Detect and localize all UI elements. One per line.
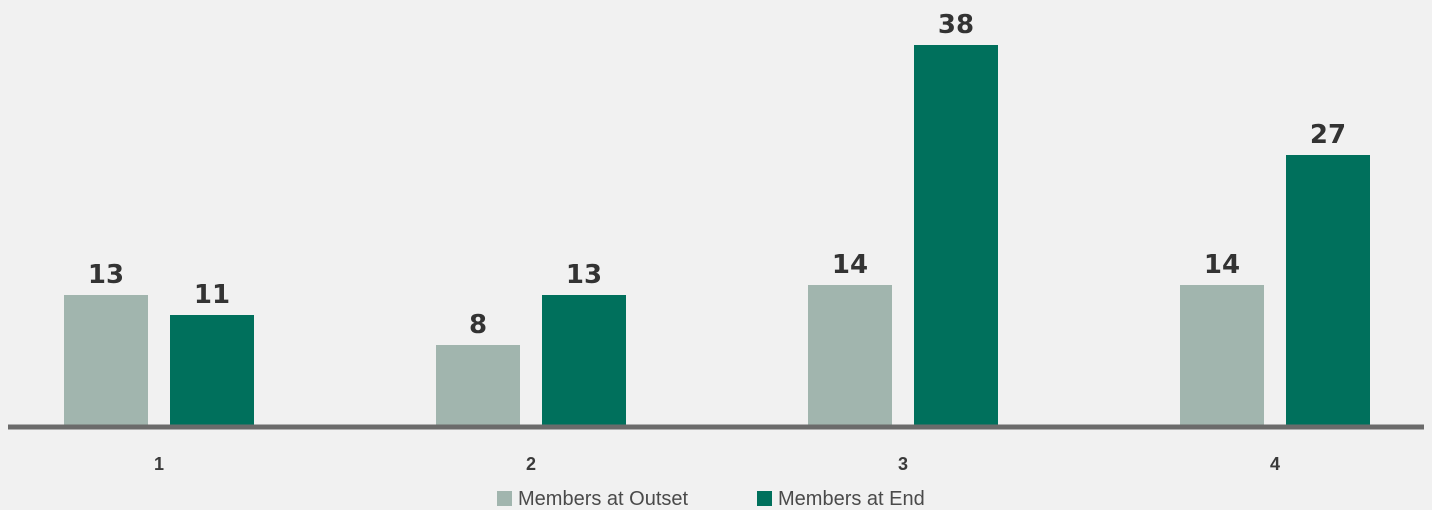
bars-group bbox=[64, 45, 1370, 425]
bar-outset-2 bbox=[436, 345, 520, 425]
value-label-end-3: 38 bbox=[938, 10, 974, 40]
bar-outset-4 bbox=[1180, 285, 1264, 425]
value-label-end-4: 27 bbox=[1310, 120, 1346, 150]
value-label-outset-2: 8 bbox=[469, 310, 487, 340]
legend-swatch-end bbox=[757, 491, 772, 506]
bar-end-4 bbox=[1286, 155, 1370, 425]
bar-end-2 bbox=[542, 295, 626, 425]
x-tick-label-1: 1 bbox=[154, 454, 164, 474]
value-label-end-2: 13 bbox=[566, 260, 602, 290]
legend-label-outset: Members at Outset bbox=[518, 488, 689, 510]
value-label-outset-1: 13 bbox=[88, 260, 124, 290]
bar-end-3 bbox=[914, 45, 998, 425]
bar-outset-3 bbox=[808, 285, 892, 425]
legend: Members at Outset Members at End bbox=[497, 488, 925, 510]
value-labels-group: 13 11 8 13 14 38 14 27 bbox=[88, 10, 1346, 340]
x-tick-label-3: 3 bbox=[898, 454, 908, 474]
bar-outset-1 bbox=[64, 295, 148, 425]
value-label-outset-4: 14 bbox=[1204, 250, 1240, 280]
x-tick-label-4: 4 bbox=[1270, 454, 1280, 474]
x-tick-labels-group: 1 2 3 4 bbox=[154, 454, 1280, 474]
x-tick-label-2: 2 bbox=[526, 454, 536, 474]
legend-swatch-outset bbox=[497, 491, 512, 506]
bar-end-1 bbox=[170, 315, 254, 425]
value-label-outset-3: 14 bbox=[832, 250, 868, 280]
value-label-end-1: 11 bbox=[194, 280, 230, 310]
legend-label-end: Members at End bbox=[778, 488, 925, 510]
